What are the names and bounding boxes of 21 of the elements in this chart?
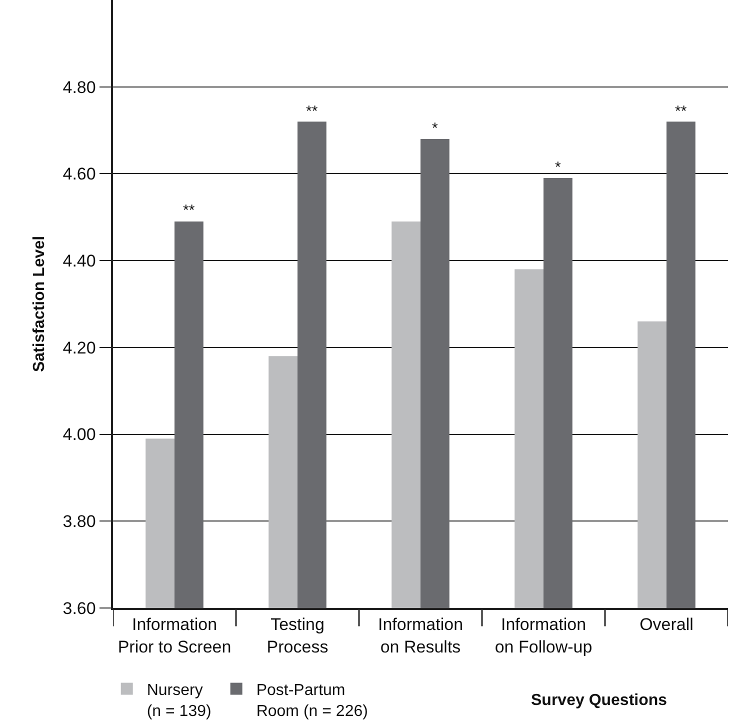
x-tick-label: Overall xyxy=(640,615,694,634)
x-tick-label: Testing Process xyxy=(266,615,328,656)
y-tick-label: 4.80 xyxy=(62,78,96,97)
annotation: ** xyxy=(306,103,318,120)
annotation: * xyxy=(432,120,438,137)
x-tick-label: Information on Results xyxy=(378,615,464,656)
annotation: ** xyxy=(675,103,687,120)
y-tick-label: 4.60 xyxy=(62,164,96,184)
annotation: * xyxy=(555,159,561,176)
y-axis-title: Satisfaction Level xyxy=(31,236,48,372)
y-tick-label: 4.40 xyxy=(62,252,96,271)
annotation: ** xyxy=(183,202,195,219)
legend-label: Post-Partum Room (n = 226) xyxy=(256,682,368,720)
y-tick-label: 4.00 xyxy=(62,425,96,444)
y-tick-label: 4.20 xyxy=(62,338,96,358)
x-tick-label: Information on Follow-up xyxy=(494,615,592,656)
y-tick-label: 3.60 xyxy=(62,598,96,618)
legend-label: Nursery (n = 139) xyxy=(146,682,212,720)
y-tick-label: 3.80 xyxy=(62,512,96,532)
x-axis-title: Survey Questions xyxy=(531,692,668,709)
x-tick-label: Information Prior to Screen xyxy=(118,615,232,656)
